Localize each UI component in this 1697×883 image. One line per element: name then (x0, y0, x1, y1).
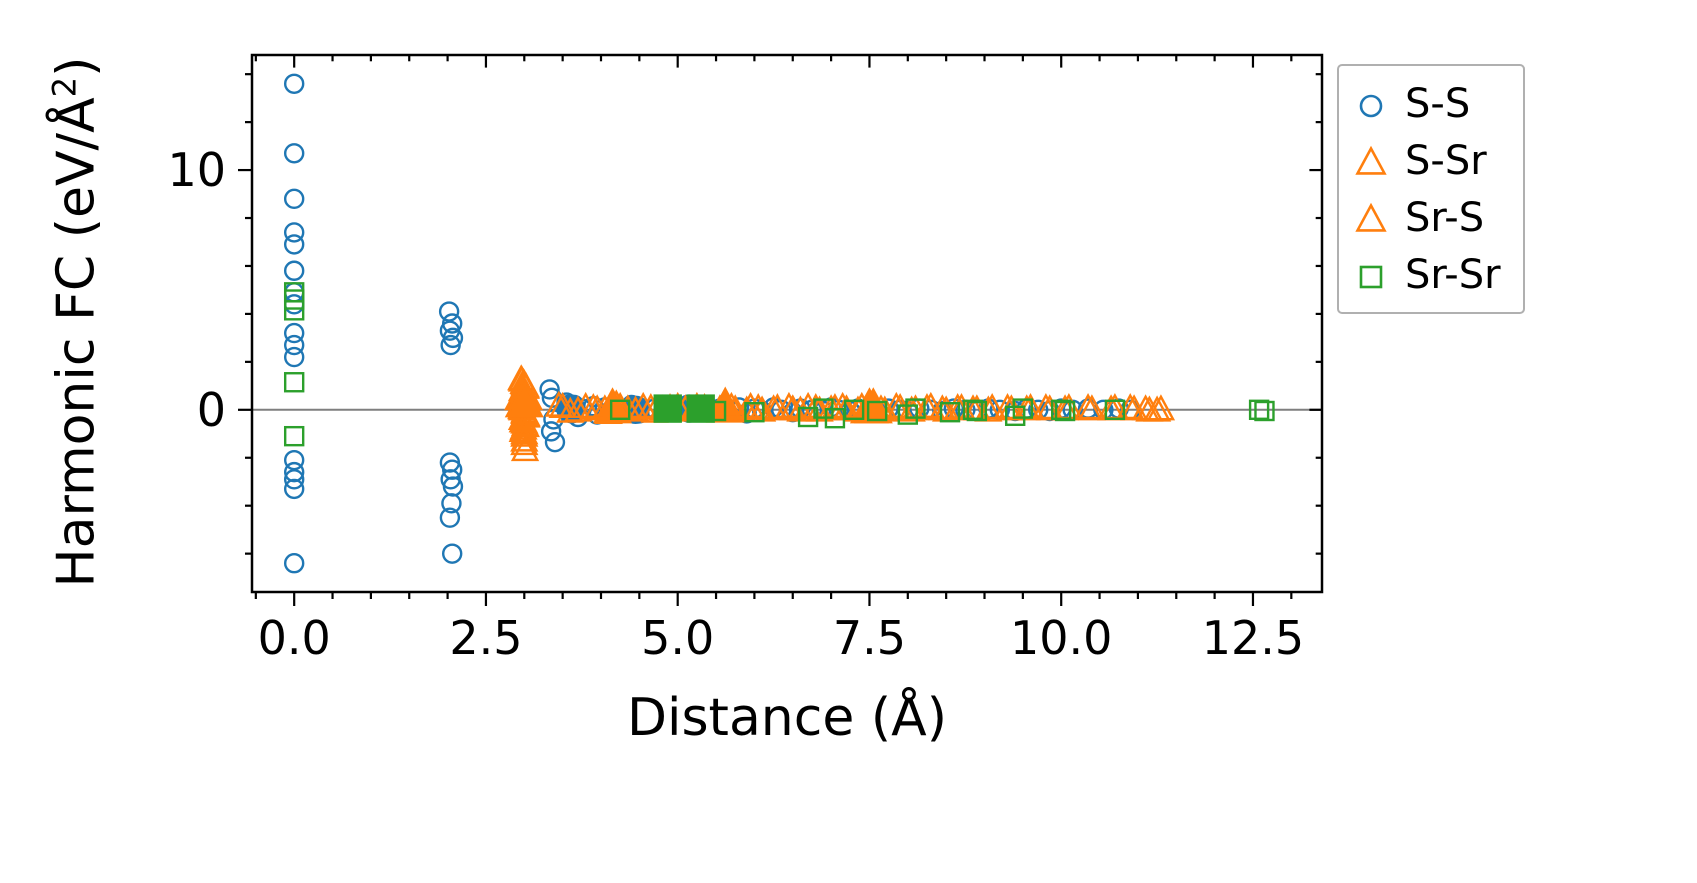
legend-item-s-s: S-S (1351, 76, 1501, 131)
x-tick-label-7.5: 7.5 (833, 611, 906, 665)
x-tick-label-12.5: 12.5 (1202, 611, 1304, 665)
legend-item-sr-s: Sr-S (1351, 190, 1501, 245)
series-Sr-Sr (283, 282, 1275, 447)
y-axis-label: Harmonic FC (eV/Å2) (45, 57, 106, 588)
x-axis-label-text: Distance (Å) (626, 688, 948, 748)
x-tick-label-0.0: 0.0 (258, 611, 331, 665)
y-tick-label-0: 0 (197, 383, 226, 437)
s-sr-triangle-marker-icon (1355, 145, 1387, 175)
legend-item-sr-sr: Sr-Sr (1351, 247, 1501, 302)
y-tick-label-10: 10 (167, 143, 226, 197)
s-s-circle-marker-icon (1359, 94, 1383, 117)
legend-label-s-sr: S-Sr (1405, 137, 1487, 184)
series-S-S (283, 73, 1141, 574)
legend-label-sr-sr: Sr-Sr (1405, 251, 1501, 298)
legend-label-s-s: S-S (1405, 80, 1471, 127)
y-axis-label-sup: 2 (45, 76, 84, 98)
series-Sr-S (504, 365, 1172, 452)
sr-sr-square-marker-icon (1359, 265, 1383, 288)
y-axis-label-pre: Harmonic FC (eV/Å (46, 97, 107, 588)
legend: S-S S-Sr Sr-S Sr-Sr (1337, 64, 1525, 314)
legend-item-s-sr: S-Sr (1351, 133, 1501, 188)
x-tick-label-10.0: 10.0 (1010, 611, 1112, 665)
sr-s-triangle-marker-icon (1355, 202, 1387, 232)
x-tick-label-5.0: 5.0 (641, 611, 714, 665)
y-axis-label-post: ) (46, 56, 107, 77)
x-tick-label-2.5: 2.5 (449, 611, 522, 665)
x-axis-label: Distance (Å) (252, 688, 1322, 748)
legend-label-sr-s: Sr-S (1405, 194, 1485, 241)
